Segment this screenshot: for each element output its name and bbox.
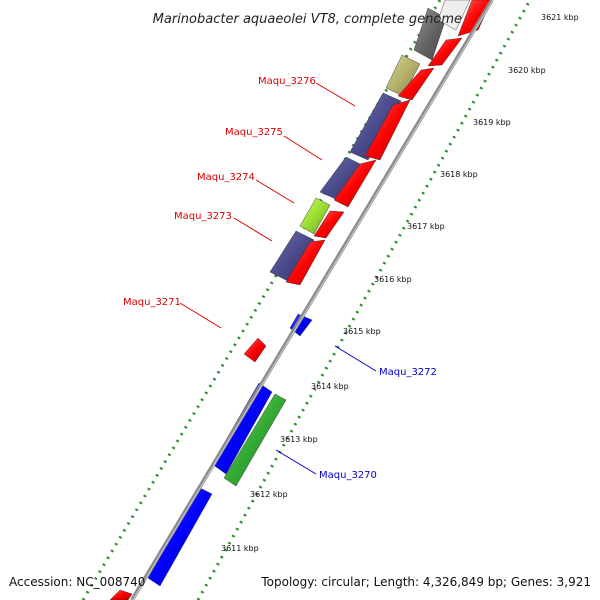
tick-labels: 3611 kbp 3612 kbp 3613 kbp 3614 kbp 3615…	[221, 13, 579, 553]
cds-purple-3276	[349, 92, 402, 161]
inner-tick-track	[196, 0, 532, 600]
genome-summary-text: Topology: circular; Length: 4,326,849 bp…	[260, 575, 591, 589]
accession-text: Accession: NC_008740	[9, 575, 145, 589]
gene-label-maqu-3275[interactable]: Maqu_3275	[225, 127, 283, 138]
cds-red-5	[313, 210, 345, 239]
cds-red-4	[333, 159, 377, 208]
cds-blue-bottom	[147, 487, 213, 587]
leader-3274	[255, 179, 295, 204]
leader-3275	[283, 135, 323, 161]
leader-3271	[179, 302, 222, 329]
tick-label-3611: 3611 kbp	[221, 544, 259, 553]
gene-label-maqu-3276[interactable]: Maqu_3276	[258, 76, 316, 87]
leader-3272	[334, 345, 377, 372]
gene-labels: Maqu_3276 Maqu_3275 Maqu_3274 Maqu_3273 …	[123, 76, 437, 481]
map-title: Marinobacter aquaeolei VT8, complete gen…	[153, 12, 462, 27]
leader-3273	[233, 217, 273, 242]
cds-red-bottom	[109, 589, 133, 600]
cds-red-3	[364, 99, 411, 161]
tick-label-3620: 3620 kbp	[508, 66, 546, 75]
backbone-highlight	[132, 0, 494, 600]
tick-label-3615: 3615 kbp	[343, 327, 381, 336]
leader-3276	[315, 82, 356, 107]
backbone	[130, 0, 494, 600]
gene-label-maqu-3274[interactable]: Maqu_3274	[197, 172, 255, 183]
tick-label-3614: 3614 kbp	[311, 382, 349, 391]
cds-red-3271	[243, 337, 267, 363]
cds-red-1	[397, 67, 435, 101]
gene-label-maqu-3272[interactable]: Maqu_3272	[379, 367, 437, 378]
gene-tracks	[109, 0, 493, 600]
tick-label-3617: 3617 kbp	[407, 222, 445, 231]
tick-label-3612: 3612 kbp	[250, 490, 288, 499]
cds-red-2	[427, 37, 463, 67]
cds-red-6	[285, 239, 326, 286]
tick-label-3616: 3616 kbp	[374, 275, 412, 284]
tick-label-3613: 3613 kbp	[280, 435, 318, 444]
tick-label-3618: 3618 kbp	[440, 170, 478, 179]
cds-green-3270	[223, 393, 287, 487]
cds-red-top	[457, 0, 493, 37]
cds-yellowgreen-3274	[299, 197, 331, 235]
leader-lines	[179, 82, 377, 475]
gene-label-maqu-3273[interactable]: Maqu_3273	[174, 211, 232, 222]
leader-3270	[275, 449, 317, 475]
gene-label-maqu-3271[interactable]: Maqu_3271	[123, 297, 181, 308]
gene-label-maqu-3270[interactable]: Maqu_3270	[319, 470, 377, 481]
tick-label-3621: 3621 kbp	[541, 13, 579, 22]
cds-white	[437, 0, 471, 31]
tick-label-3619: 3619 kbp	[473, 118, 511, 127]
